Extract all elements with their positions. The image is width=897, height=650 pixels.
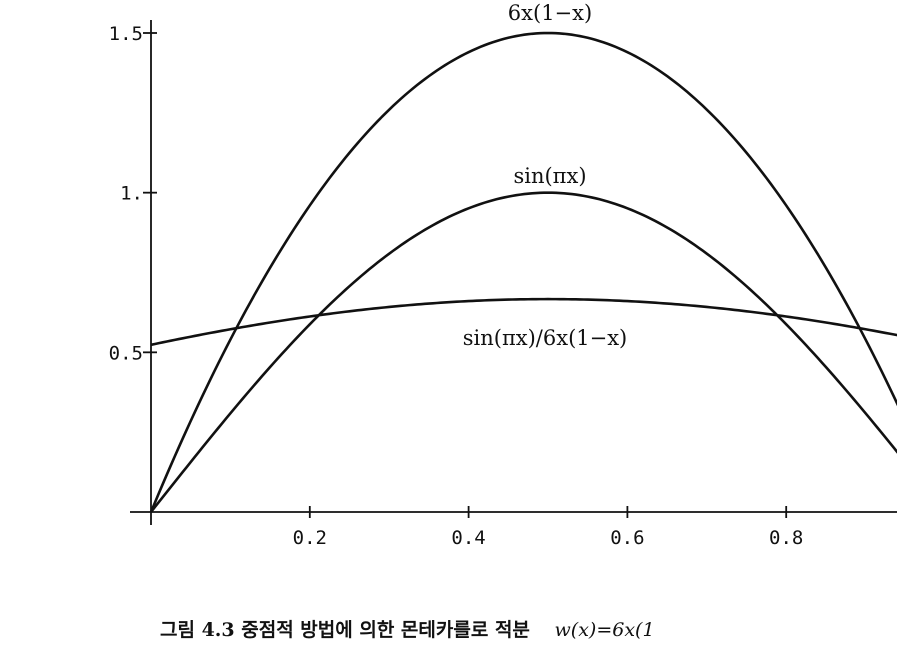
label-mid-curve: sin(πx): [513, 164, 586, 188]
x-tick-label-3: 0.8: [769, 527, 803, 549]
y-tick-label-0: 0.5: [109, 342, 143, 364]
label-low-curve: sin(πx)/6x(1−x): [463, 326, 628, 350]
curve-labels: 6x(1−x) sin(πx) sin(πx)/6x(1−x): [463, 1, 628, 350]
x-tick-label-0: 0.2: [293, 527, 327, 549]
curves: [149, 31, 897, 513]
figure-caption: 그림 4.3 중점적 방법에 의한 몬테카를로 적분 w(x)=6x(1: [160, 615, 655, 642]
ticks: 0.2 0.4 0.6 0.8 0.5 1. 1.5: [109, 23, 804, 549]
caption-formula: w(x)=6x(1: [554, 619, 655, 641]
label-top-curve: 6x(1−x): [508, 1, 592, 25]
y-tick-label-2: 1.5: [109, 23, 143, 45]
axes: [130, 20, 897, 525]
y-tick-label-1: 1.: [120, 183, 143, 205]
curve-2: [150, 297, 897, 347]
x-tick-label-2: 0.6: [610, 527, 644, 549]
curve-1: [149, 191, 897, 513]
caption-text: 그림 4.3 중점적 방법에 의한 몬테카를로 적분: [160, 619, 530, 641]
x-tick-label-1: 0.4: [451, 527, 485, 549]
curve-0: [149, 31, 897, 513]
chart: 0.2 0.4 0.6 0.8 0.5 1. 1.5 6x(1−x) sin(πx) sin…: [109, 1, 897, 549]
